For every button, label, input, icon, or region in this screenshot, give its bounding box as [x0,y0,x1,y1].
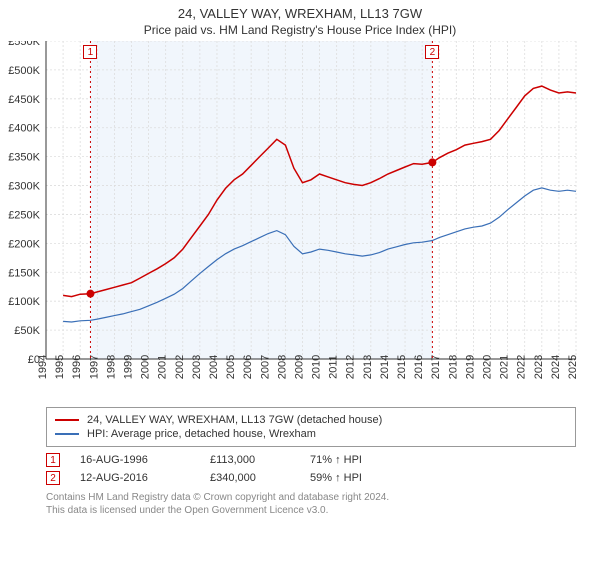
tx-pct: 59% ↑ HPI [310,472,400,484]
svg-text:2018: 2018 [447,355,459,379]
svg-text:2006: 2006 [242,355,254,379]
price-chart: £0£50K£100K£150K£200K£250K£300K£350K£400… [0,41,600,401]
footer-attribution: Contains HM Land Registry data © Crown c… [46,491,576,517]
svg-text:2012: 2012 [345,355,357,379]
transaction-row: 2 12-AUG-2016 £340,000 59% ↑ HPI [46,471,576,485]
svg-text:£250K: £250K [8,209,40,221]
svg-text:2005: 2005 [225,355,237,379]
tx-pct: 71% ↑ HPI [310,454,400,466]
svg-text:£150K: £150K [8,267,40,279]
svg-text:2019: 2019 [464,355,476,379]
legend-label: HPI: Average price, detached house, Wrex… [87,428,316,440]
legend-row: HPI: Average price, detached house, Wrex… [55,428,567,440]
svg-text:2003: 2003 [191,355,203,379]
svg-text:£50K: £50K [14,325,40,337]
svg-text:2022: 2022 [516,355,528,379]
transaction-row: 1 16-AUG-1996 £113,000 71% ↑ HPI [46,453,576,467]
svg-text:£400K: £400K [8,123,40,135]
footer-line-2: This data is licensed under the Open Gov… [46,504,576,517]
svg-text:2007: 2007 [259,355,271,379]
svg-text:£100K: £100K [8,296,40,308]
svg-text:2021: 2021 [499,355,511,379]
tx-price: £113,000 [210,454,290,466]
svg-text:£550K: £550K [8,41,40,48]
footer-line-1: Contains HM Land Registry data © Crown c… [46,491,576,504]
chart-container: £0£50K£100K£150K£200K£250K£300K£350K£400… [0,41,600,401]
svg-text:1997: 1997 [88,355,100,379]
sale-marker-2: 2 [425,45,439,59]
svg-text:2017: 2017 [430,355,442,379]
svg-text:2024: 2024 [550,355,562,379]
legend-label: 24, VALLEY WAY, WREXHAM, LL13 7GW (detac… [87,414,382,426]
page-title: 24, VALLEY WAY, WREXHAM, LL13 7GW [0,6,600,21]
svg-text:1995: 1995 [54,355,66,379]
svg-text:2016: 2016 [413,355,425,379]
svg-text:1996: 1996 [71,355,83,379]
svg-text:1999: 1999 [122,355,134,379]
svg-text:2000: 2000 [140,355,152,379]
svg-text:£300K: £300K [8,181,40,193]
svg-text:2008: 2008 [276,355,288,379]
svg-text:2001: 2001 [157,355,169,379]
svg-text:2009: 2009 [293,355,305,379]
svg-text:2023: 2023 [533,355,545,379]
tx-marker: 1 [46,453,60,467]
svg-text:2002: 2002 [174,355,186,379]
sale-marker-1: 1 [83,45,97,59]
tx-date: 16-AUG-1996 [80,454,190,466]
svg-text:2015: 2015 [396,355,408,379]
svg-text:2025: 2025 [567,355,579,379]
svg-text:2020: 2020 [482,355,494,379]
svg-text:1998: 1998 [105,355,117,379]
legend-row: 24, VALLEY WAY, WREXHAM, LL13 7GW (detac… [55,414,567,426]
legend-swatch [55,419,79,421]
tx-marker: 2 [46,471,60,485]
svg-text:1994: 1994 [37,355,49,379]
svg-text:£200K: £200K [8,238,40,250]
svg-text:2013: 2013 [362,355,374,379]
tx-price: £340,000 [210,472,290,484]
svg-text:2010: 2010 [311,355,323,379]
svg-text:2014: 2014 [379,355,391,379]
transaction-table: 1 16-AUG-1996 £113,000 71% ↑ HPI 2 12-AUG-201… [46,453,576,485]
legend-swatch [55,433,79,435]
svg-text:2004: 2004 [208,355,220,379]
legend: 24, VALLEY WAY, WREXHAM, LL13 7GW (detac… [46,407,576,447]
svg-text:£450K: £450K [8,94,40,106]
svg-text:£350K: £350K [8,152,40,164]
page-subtitle: Price paid vs. HM Land Registry's House … [0,23,600,37]
tx-date: 12-AUG-2016 [80,472,190,484]
svg-text:£500K: £500K [8,65,40,77]
